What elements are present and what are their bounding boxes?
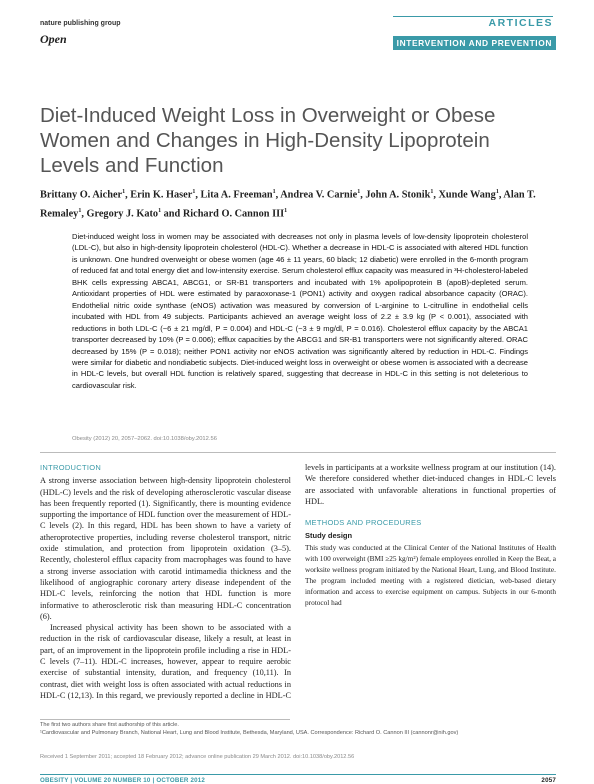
section-heading: INTRODUCTION [40,463,102,472]
author-name: John A. Stonik [365,189,431,201]
subsection-heading: Study design [305,531,353,541]
footer: OBESITY | VOLUME 20 NUMBER 10 | OCTOBER … [40,774,556,784]
author-list: Brittany O. Aicher1, Erin K. Haser1, Lit… [40,184,540,223]
author-name: Alan T. Remaley [40,189,536,220]
author-name: Erin K. Haser [130,189,193,201]
author-name: Gregory J. Kato [86,208,159,220]
section-heading: METHODS AND PROCEDURES [305,518,422,528]
page-number: 2057 [541,777,556,784]
author-separator: , [195,189,201,201]
author-separator: , [81,208,87,220]
journal-info: OBESITY | VOLUME 20 NUMBER 10 | OCTOBER … [40,777,206,784]
author-name: Andrea V. Carnie [280,189,358,201]
affiliation-mark: 1 [158,208,162,215]
affiliation-mark: 1 [122,189,126,195]
paragraph: This study was conducted at the Clinical… [305,542,556,608]
subsection-label: INTERVENTION AND PREVENTION [393,36,556,50]
author-separator: , [498,189,504,201]
divider [40,719,290,720]
affiliation-mark: 1 [272,189,276,195]
paragraph: A strong inverse association between hig… [40,476,291,621]
received-dates: Received 1 September 2011; accepted 18 F… [40,754,355,760]
affiliation-mark: 1 [495,189,499,195]
citation: Obesity (2012) 20, 2057–2062. doi:10.103… [72,436,217,442]
author-name: Richard O. Cannon III [182,208,285,220]
affiliation-mark: 1 [284,208,288,215]
author-separator: , [275,189,281,201]
affiliation-mark: 1 [430,189,434,195]
footnotes: The first two authors share first author… [40,722,556,737]
affiliation-mark: 1 [78,208,82,215]
author-separator: , [433,189,439,201]
access-label: Open [40,32,67,46]
author-name: Lita A. Freeman [200,189,273,201]
footnote: The first two authors share first author… [40,722,179,728]
author-separator: , [125,189,131,201]
paragraph: Increased physical activity has been sho… [40,463,556,700]
body-text: INTRODUCTION A strong inverse associatio… [40,462,556,702]
affiliation-mark: 1 [357,189,361,195]
author-separator: and [161,208,183,220]
abstract: Diet-induced weight loss in women may be… [72,232,528,390]
section-label: ARTICLES [393,16,553,30]
divider [40,452,556,453]
author-separator: , [360,189,366,201]
publisher: nature publishing group [40,20,121,27]
author-name: Brittany O. Aicher [40,189,123,201]
footnote: ¹Cardiovascular and Pulmonary Branch, Na… [40,729,459,736]
affiliation-mark: 1 [192,189,196,195]
article-title: Diet-Induced Weight Loss in Overweight o… [40,104,496,177]
author-name: Xunde Wang [438,189,496,201]
